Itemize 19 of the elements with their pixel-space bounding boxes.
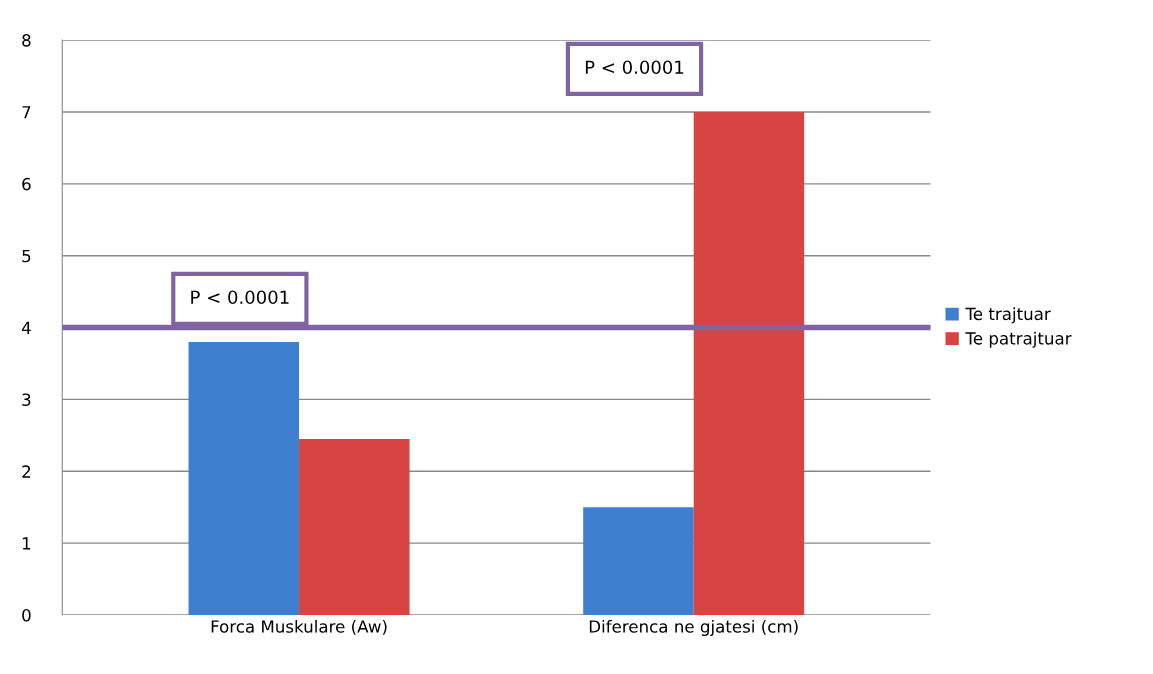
bar (188, 341, 300, 616)
y-tick-label: 1 (22, 537, 31, 550)
x-tick-label: Forca Muskulare (Aw) (211, 619, 387, 635)
bar (693, 111, 805, 616)
y-tick-label: 4 (21, 321, 31, 334)
legend-label: Te trajtuar (965, 307, 1051, 324)
y-tick-label: 6 (22, 177, 31, 191)
y-tick-label: 7 (22, 106, 31, 119)
annotation: P < 0.0001 (585, 60, 684, 75)
legend-label: Te patrajtuar (965, 331, 1072, 348)
annotation: P < 0.0001 (191, 290, 289, 305)
y-tick-label: 0 (22, 608, 31, 622)
bar (299, 438, 410, 616)
y-tick-label: 3 (22, 393, 31, 406)
y-tick-label: 5 (22, 249, 31, 263)
y-tick-label: 2 (22, 465, 31, 478)
bar (583, 507, 694, 616)
x-tick-label: Diferenca ne gjatesi (cm) (589, 619, 798, 637)
y-tick-label: 8 (22, 34, 31, 47)
